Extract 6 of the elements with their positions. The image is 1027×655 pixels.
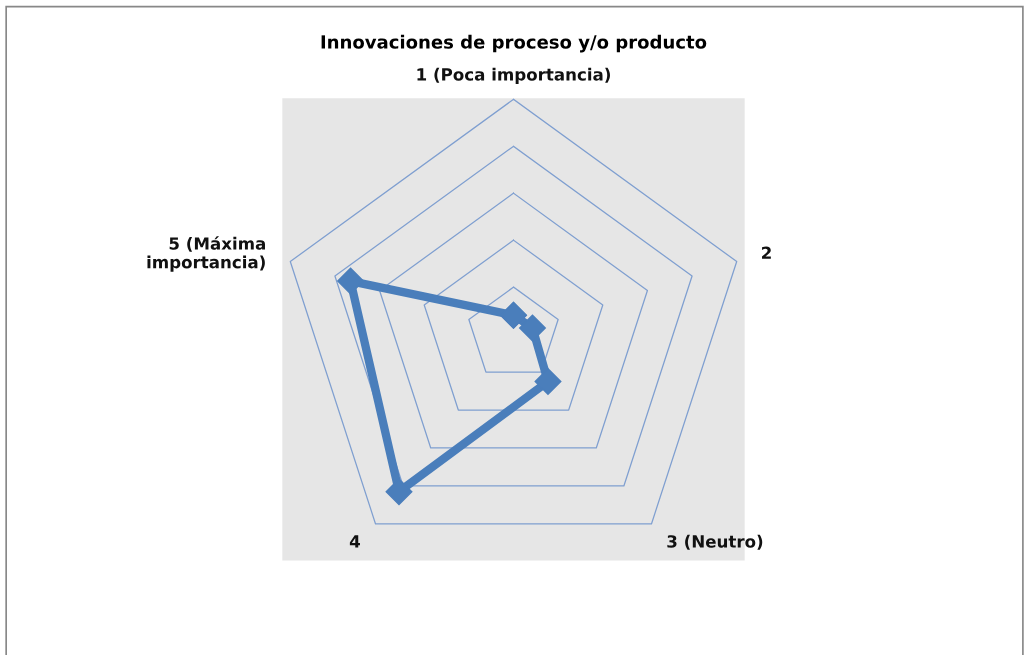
spoke-label: 5 (Máxima importancia) bbox=[147, 236, 265, 272]
spoke-label: 3 (Neutro) bbox=[667, 534, 763, 550]
spoke-label: 4 bbox=[349, 535, 360, 548]
spoke-label: 1 (Poca importancia) bbox=[417, 67, 610, 84]
chart-title: Innovaciones de proceso y/o producto bbox=[321, 34, 707, 53]
spoke-label: 2 bbox=[762, 246, 771, 259]
